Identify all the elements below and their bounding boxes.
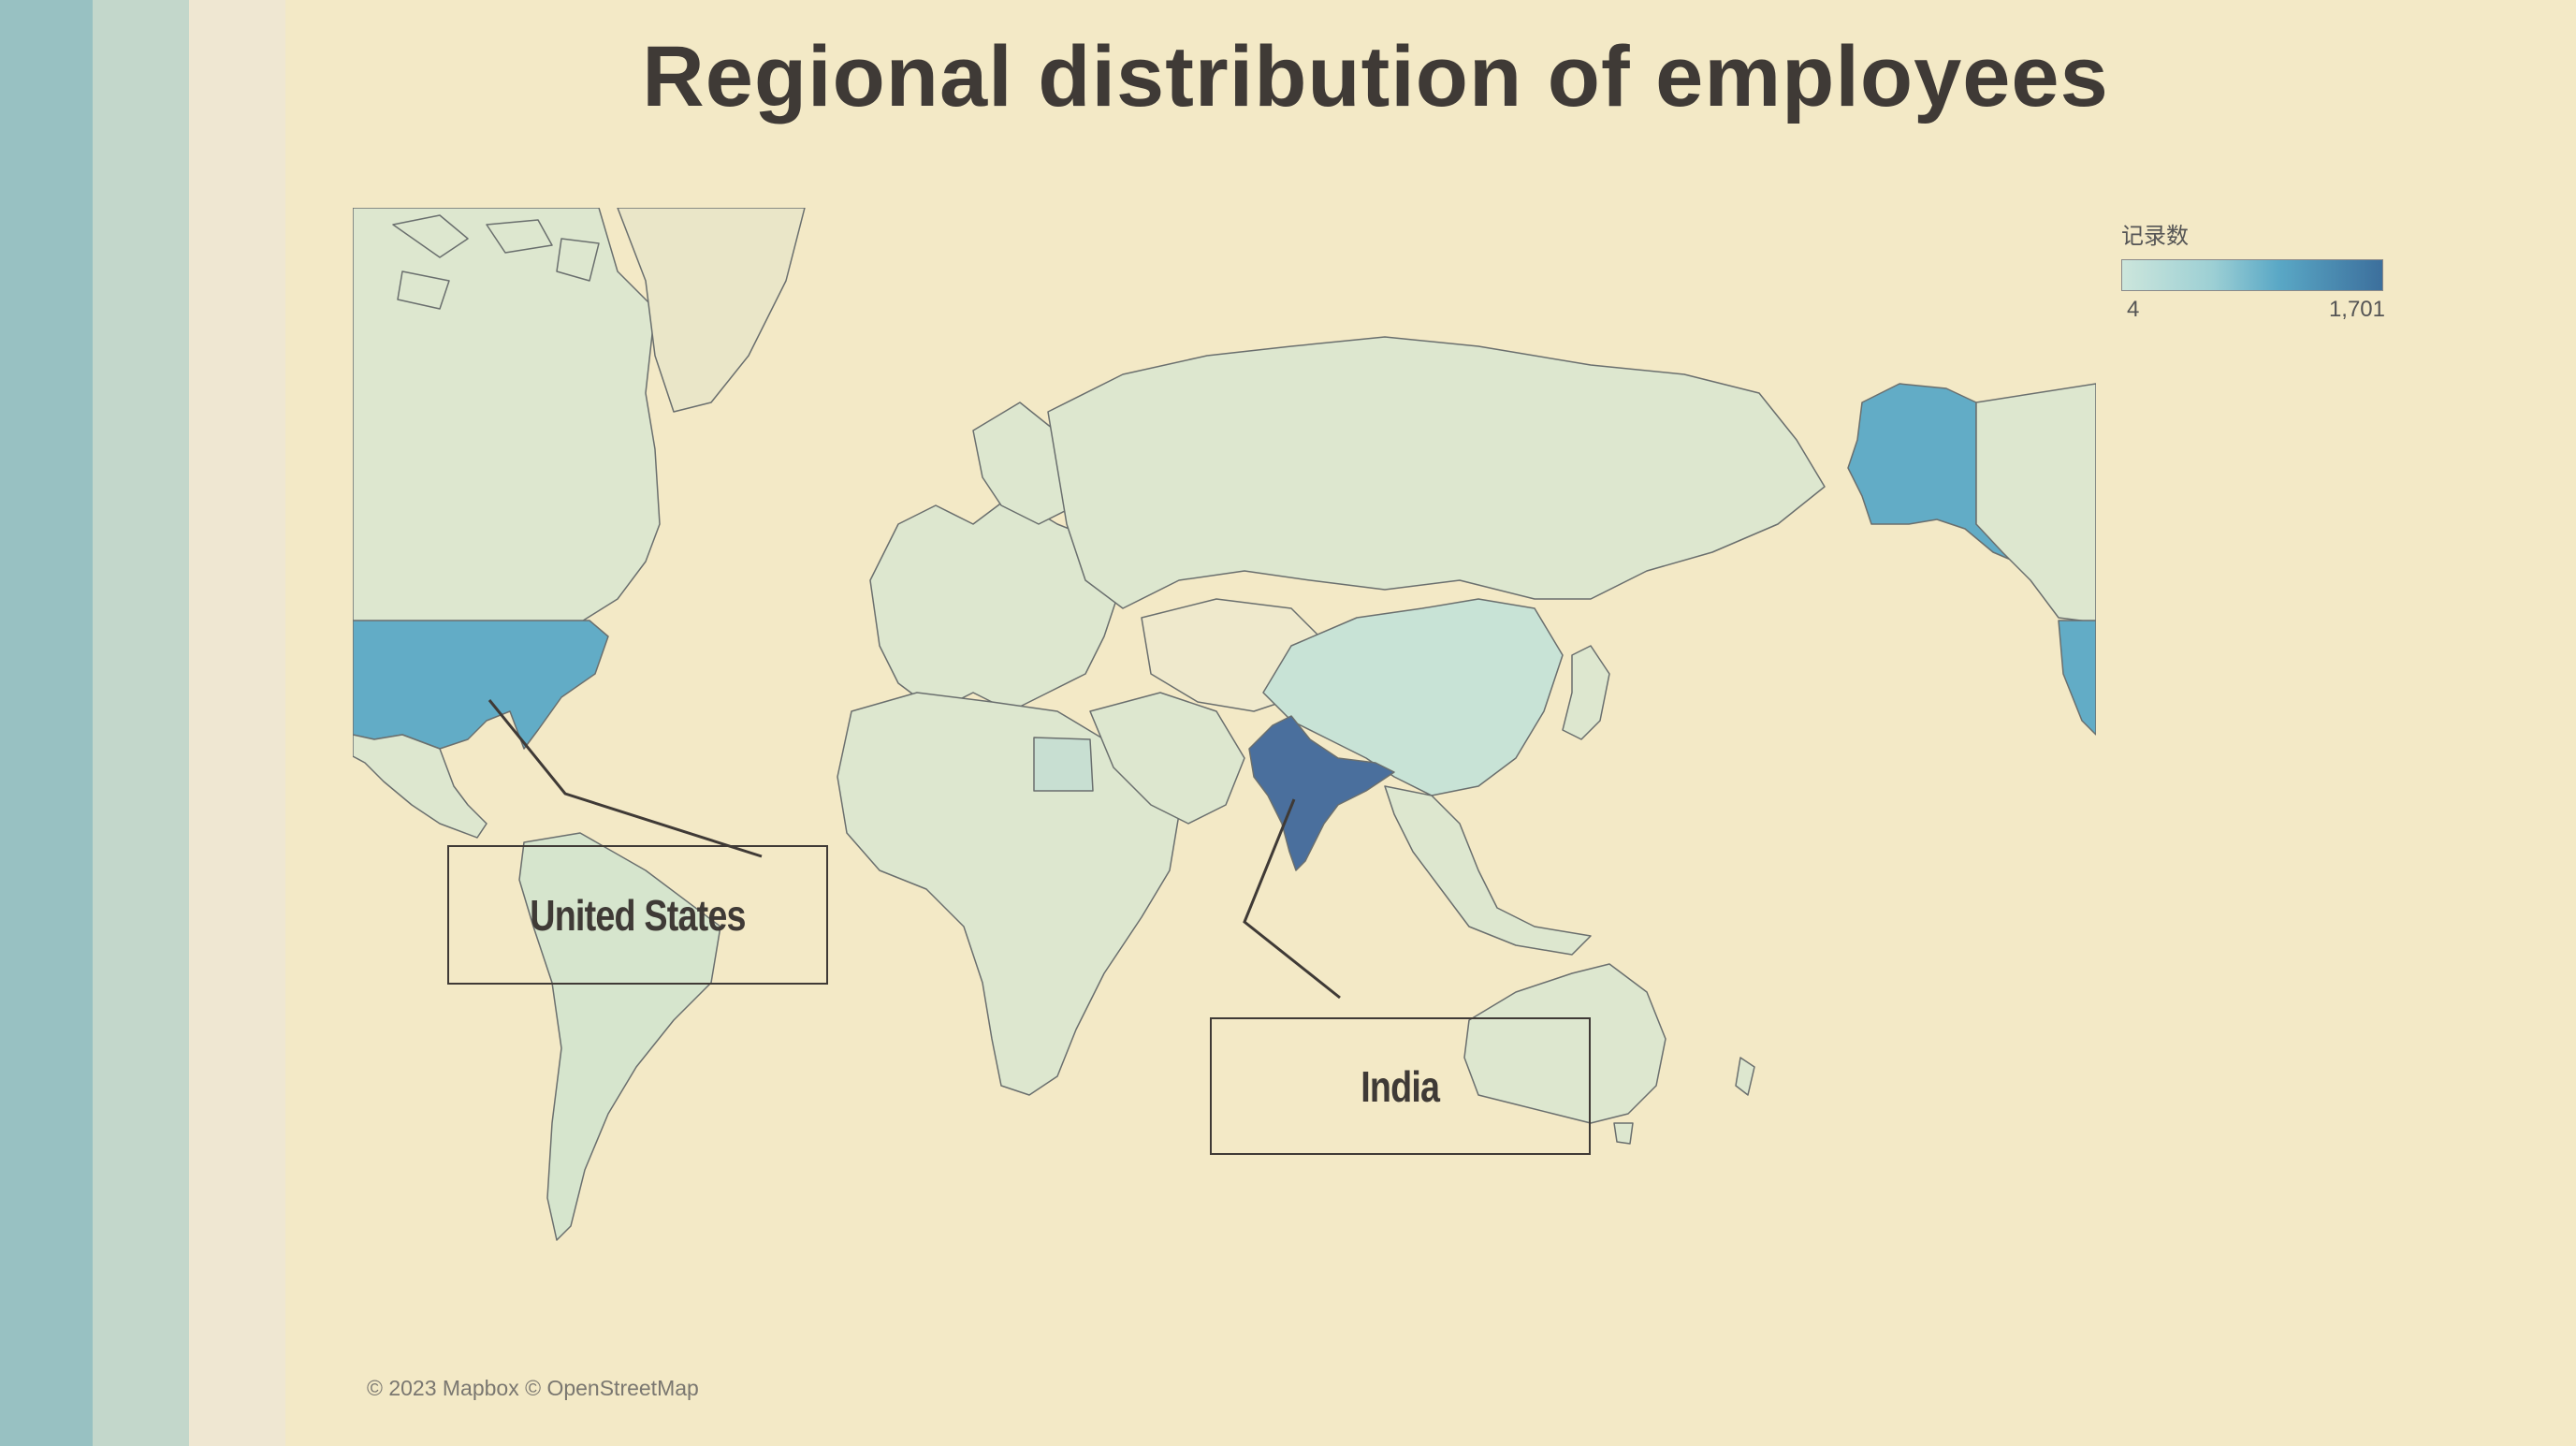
region-australia <box>1463 963 1666 1124</box>
region-new-zealand <box>1735 1057 1755 1096</box>
region-canada <box>353 208 661 623</box>
region-china <box>1262 598 1564 796</box>
callout-united-states-label: United States <box>530 890 746 940</box>
callout-india-label: India <box>1361 1061 1441 1111</box>
callout-india: India <box>1210 1017 1591 1155</box>
legend-title: 记录数 <box>2121 223 2189 249</box>
region-arctic-islands <box>392 214 600 310</box>
region-tasmania <box>1613 1122 1634 1145</box>
decorative-stripe-light <box>189 0 285 1446</box>
legend-gradient-bar <box>2121 259 2383 291</box>
region-united-states <box>353 620 609 750</box>
region-africa <box>837 692 1180 1096</box>
region-japan <box>1562 645 1610 740</box>
map-attribution: © 2023 Mapbox © OpenStreetMap <box>367 1376 699 1400</box>
region-russia <box>1047 336 1826 609</box>
legend-min-label: 4 <box>2127 297 2140 322</box>
region-southeast-asia <box>1384 785 1592 956</box>
region-alaska <box>1847 383 2031 567</box>
region-united-states-wrap <box>2058 620 2096 736</box>
callout-leader-us <box>488 699 763 858</box>
region-egypt <box>1033 737 1094 792</box>
legend-max-label: 1,701 <box>2328 297 2385 322</box>
decorative-stripe-mid <box>93 0 189 1446</box>
region-middle-east <box>1089 692 1245 825</box>
legend-labels: 4 1,701 <box>2121 297 2385 325</box>
region-scandinavia <box>972 402 1077 525</box>
decorative-stripe-dark <box>0 0 93 1446</box>
region-greenland <box>617 208 806 413</box>
region-south-america <box>518 832 721 1241</box>
callout-united-states: United States <box>447 845 828 985</box>
page-title: Regional distribution of employees <box>642 29 2109 124</box>
region-mexico <box>353 734 488 839</box>
region-india <box>1248 715 1395 871</box>
region-canada-wrap <box>1975 383 2096 623</box>
color-legend: 记录数 4 1,701 <box>2121 217 2385 325</box>
callout-leader-india <box>1243 798 1341 1000</box>
